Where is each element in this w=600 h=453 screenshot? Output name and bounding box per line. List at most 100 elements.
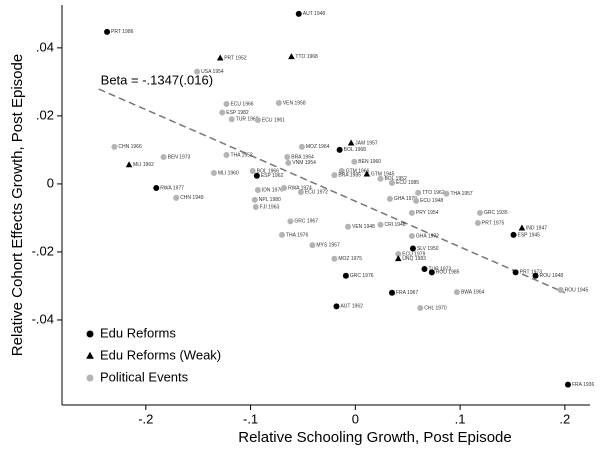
fit-line <box>98 88 566 294</box>
point <box>417 305 424 312</box>
point-label: PRT 1975 <box>482 220 505 226</box>
point <box>443 190 450 197</box>
point-label: IND 1947 <box>526 225 547 231</box>
point-label: ROU 1985 <box>436 270 460 276</box>
point <box>377 175 384 182</box>
point <box>223 152 230 158</box>
point <box>309 242 316 249</box>
y-tick-label: -.04 <box>32 311 54 326</box>
point-label: PRT 1973 <box>520 270 543 276</box>
point-label: TUR 1960 <box>236 117 259 123</box>
y-tick-label: .02 <box>36 107 54 122</box>
point <box>453 289 460 296</box>
point <box>194 68 201 75</box>
point-label: BEN 1973 <box>168 154 191 160</box>
point <box>288 53 295 60</box>
point <box>347 139 355 146</box>
point-label: GTM 1945 <box>371 171 395 177</box>
point <box>342 272 349 279</box>
point <box>254 187 261 194</box>
point <box>345 223 351 230</box>
point <box>104 28 111 35</box>
point <box>408 209 415 216</box>
y-tick-label: 0 <box>47 175 54 190</box>
point-label: GRC 1935 <box>484 210 508 216</box>
point-label: CHN 1966 <box>118 144 142 150</box>
point-label: BOL 1968 <box>344 147 367 153</box>
point-label: ECU 1961 <box>262 117 285 123</box>
point-label: CRI 1948 <box>384 222 405 228</box>
point <box>295 10 302 17</box>
point <box>409 245 416 252</box>
point-label: VEN 1958 <box>283 100 306 106</box>
point-label: BEN 1960 <box>358 159 381 165</box>
point-label: UNQ 1983 <box>402 256 426 262</box>
point-label: GHA 1979 <box>394 196 417 202</box>
point-label: MOZ 1964 <box>306 144 330 150</box>
point <box>223 100 230 107</box>
point-label: AUT 1948 <box>303 11 326 17</box>
point-label: VNM 1954 <box>292 160 316 166</box>
point-label: ECU 1948 <box>420 198 443 204</box>
point <box>297 189 304 196</box>
point-label: PRT 1952 <box>224 55 247 61</box>
point-label: TTO 1962 <box>422 190 445 196</box>
point-label: TUR 1973 <box>428 266 451 272</box>
point <box>428 269 435 276</box>
point-label: JAM 1957 <box>355 140 378 146</box>
legend-label: Edu Reforms <box>100 325 176 340</box>
point-label: SLV 1950 <box>417 246 439 252</box>
point <box>395 250 402 257</box>
point <box>474 220 481 227</box>
point <box>275 99 282 106</box>
point-label: ECU 1985 <box>396 180 419 186</box>
point <box>338 167 345 174</box>
point-label: PRY 1954 <box>416 210 439 216</box>
point <box>413 197 420 204</box>
point-label: MLI 1962 <box>133 162 154 168</box>
point-label: THA 1952 <box>230 152 252 158</box>
legend-marker <box>86 330 94 338</box>
y-tick-label: -.02 <box>32 243 54 258</box>
point-label: ROU 1945 <box>565 287 589 293</box>
point <box>389 289 395 296</box>
point-label: BOL 1952 <box>384 176 407 182</box>
point <box>284 154 291 161</box>
point <box>477 209 483 216</box>
point <box>565 381 571 388</box>
point <box>512 269 519 276</box>
point <box>331 172 338 179</box>
point <box>252 204 259 211</box>
point <box>386 195 393 202</box>
point <box>351 158 358 165</box>
point <box>510 231 517 238</box>
x-tick-label: .2 <box>559 411 570 426</box>
point-label: ECU 1979 <box>402 251 425 257</box>
point-label: CHL 1970 <box>424 305 447 311</box>
x-axis-label: Relative Schooling Growth, Post Episode <box>238 429 511 446</box>
point-label: GTM 1966 <box>346 168 370 174</box>
point-label: GHA 1972 <box>416 233 439 239</box>
x-tick-label: .1 <box>455 411 466 426</box>
point-label: PRT 1986 <box>111 29 134 35</box>
point-label: ESP 1945 <box>518 232 541 238</box>
point <box>389 179 395 186</box>
point-label: FJI 1963 <box>260 204 280 210</box>
legend-label: Edu Reforms (Weak) <box>100 347 221 362</box>
point-label: FRA 1967 <box>396 290 418 296</box>
point <box>333 303 340 310</box>
x-tick-label: 0 <box>352 411 359 426</box>
point <box>251 196 258 203</box>
point-label: THA 1957 <box>450 191 472 197</box>
point <box>279 231 285 238</box>
point-label: GRC 1976 <box>350 273 374 279</box>
point-label: BWA 1964 <box>461 289 485 295</box>
point-label: NPL 1980 <box>259 197 281 203</box>
point-label: ESP 1982 <box>226 110 249 116</box>
x-tick-label: -.2 <box>138 411 153 426</box>
legend-marker <box>86 351 94 359</box>
point <box>363 170 371 177</box>
point-label: THA 1976 <box>286 232 308 238</box>
point <box>331 255 338 262</box>
